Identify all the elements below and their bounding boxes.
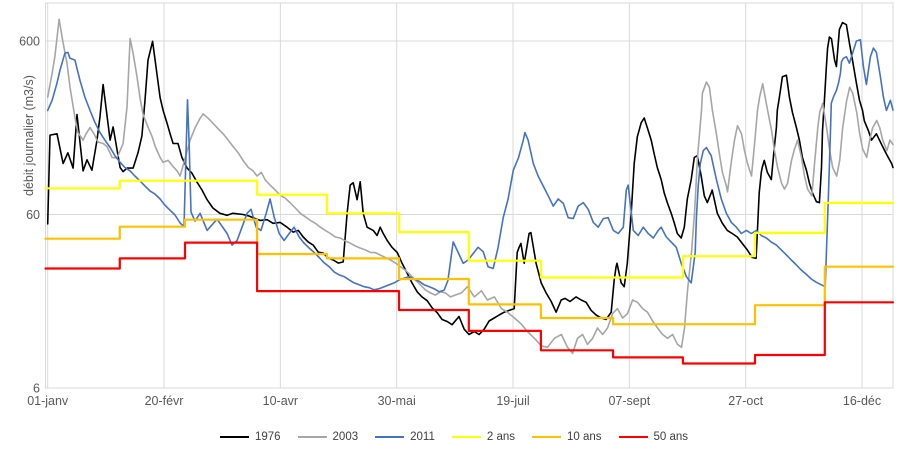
legend-swatch-2011 bbox=[375, 435, 405, 439]
series-line-1976 bbox=[46, 21, 894, 336]
legend-label: 10 ans bbox=[567, 431, 602, 443]
legend-item-10-ans: 10 ans bbox=[532, 431, 602, 443]
series-line-2011 bbox=[46, 39, 894, 293]
series-line-50-ans bbox=[44, 241, 895, 365]
x-tick-label-27-oct: 27-oct bbox=[728, 394, 763, 408]
legend-swatch-50-ans bbox=[618, 435, 648, 439]
legend-item-1976: 1976 bbox=[219, 431, 281, 443]
y-tick-label-6: 6 bbox=[33, 382, 40, 396]
x-axis-tick-labels: 01-janv 20-févr 10-avr 30-mai 19-juil 07-sept… bbox=[27, 394, 881, 408]
legend-swatch-2-ans bbox=[451, 435, 481, 439]
legend-item-50-ans: 50 ans bbox=[618, 431, 689, 443]
series-lines bbox=[44, 18, 895, 365]
legend-label: 50 ans bbox=[653, 431, 689, 443]
gridlines bbox=[45, 2, 894, 389]
y-axis-tick-labels: 6 60 600 bbox=[19, 35, 40, 396]
legend-label: 2011 bbox=[410, 431, 435, 443]
x-tick-label-30-mai: 30-mai bbox=[378, 394, 416, 408]
legend-label: 2003 bbox=[332, 431, 359, 443]
x-tick-label-19-juil: 19-juil bbox=[496, 394, 529, 408]
legend-swatch-10-ans bbox=[532, 435, 561, 439]
legend: 1976 2003 2011 2 ans 10 ans 50 ans bbox=[0, 431, 908, 443]
legend-label: 2 ans bbox=[486, 431, 515, 443]
legend-swatch-1976 bbox=[219, 435, 249, 439]
legend-item-2003: 2003 bbox=[297, 431, 359, 443]
legend-item-2011: 2011 bbox=[375, 431, 435, 443]
x-tick-label-16-déc: 16-déc bbox=[843, 394, 881, 408]
series-line-2003 bbox=[46, 18, 894, 355]
y-tick-label-600: 600 bbox=[19, 35, 40, 49]
legend-label: 1976 bbox=[254, 431, 281, 443]
series-line-2-ans bbox=[44, 179, 895, 279]
legend-swatch-2003 bbox=[297, 435, 327, 439]
x-tick-label-20-févr: 20-févr bbox=[145, 394, 184, 408]
x-tick-label-01-janv: 01-janv bbox=[27, 394, 69, 408]
series-line-10-ans bbox=[44, 218, 895, 326]
y-tick-label-60: 60 bbox=[26, 208, 40, 222]
x-tick-label-07-sept: 07-sept bbox=[608, 394, 650, 408]
legend-item-2-ans: 2 ans bbox=[451, 431, 515, 443]
x-tick-label-10-avr: 10-avr bbox=[263, 394, 298, 408]
